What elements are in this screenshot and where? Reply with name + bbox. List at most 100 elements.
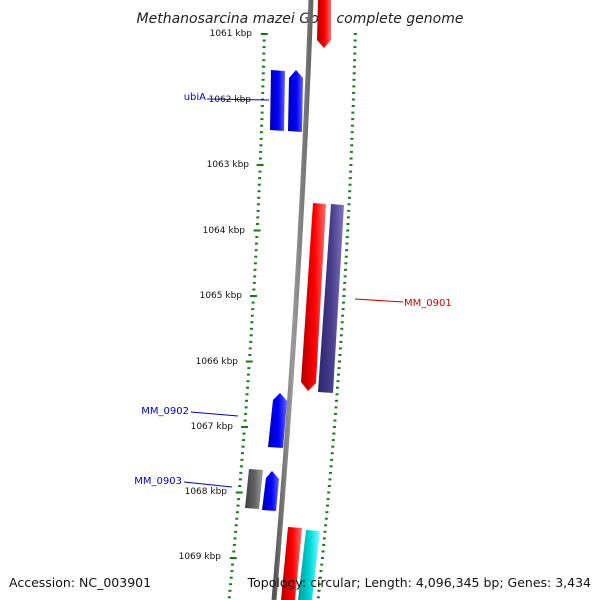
- minor-tick-mark: [349, 170, 353, 173]
- minor-tick-mark: [332, 426, 336, 428]
- minor-tick-mark: [232, 550, 236, 553]
- gene-cyan[interactable]: [298, 530, 320, 600]
- gene-rna[interactable]: [245, 469, 263, 509]
- minor-tick-mark: [259, 131, 263, 134]
- minor-tick-mark: [262, 52, 266, 55]
- gene-label-ubiA[interactable]: ubiA: [184, 92, 206, 103]
- minor-tick-mark: [257, 183, 261, 186]
- minor-tick-mark: [338, 347, 342, 350]
- tick-label: 1066 kbp: [196, 357, 239, 367]
- minor-tick-mark: [345, 249, 349, 252]
- gene-label-MM_0901[interactable]: MM_0901: [404, 298, 452, 309]
- minor-tick-mark: [259, 144, 263, 147]
- minor-tick-mark: [258, 177, 262, 180]
- inner-ring-markers: [227, 33, 268, 599]
- minor-tick-mark: [353, 39, 357, 42]
- minor-tick-mark: [246, 386, 249, 389]
- minor-tick-mark: [324, 517, 328, 520]
- gene-MM_0901[interactable]: [318, 204, 344, 393]
- minor-tick-mark: [327, 485, 331, 487]
- minor-tick-mark: [259, 150, 263, 153]
- minor-tick-mark: [255, 236, 259, 239]
- minor-tick-mark: [321, 550, 325, 553]
- minor-tick-mark: [241, 445, 245, 448]
- minor-tick-mark: [230, 570, 234, 573]
- gene-MM_0903[interactable]: [262, 471, 279, 511]
- minor-tick-mark: [253, 275, 257, 278]
- gene-MM_0902[interactable]: [268, 393, 287, 448]
- minor-tick-mark: [334, 412, 337, 415]
- minor-tick-mark: [349, 164, 353, 166]
- minor-tick-mark: [353, 52, 357, 55]
- minor-tick-mark: [331, 439, 335, 442]
- minor-tick-mark: [344, 255, 348, 258]
- minor-tick-mark: [334, 406, 338, 409]
- minor-tick-mark: [239, 471, 243, 474]
- minor-tick-mark: [242, 432, 246, 435]
- minor-tick-mark: [346, 229, 350, 232]
- gene-label-MM_0903[interactable]: MM_0903: [134, 476, 182, 487]
- minor-tick-mark: [235, 517, 239, 520]
- minor-tick-mark: [352, 78, 356, 81]
- minor-tick-mark: [317, 589, 321, 592]
- minor-tick-mark: [347, 196, 351, 199]
- minor-tick-mark: [253, 268, 257, 271]
- minor-tick-mark: [346, 216, 350, 219]
- minor-tick-mark: [329, 465, 333, 468]
- minor-tick-mark: [256, 216, 260, 219]
- tick-label: 1069 kbp: [179, 552, 222, 562]
- minor-tick-mark: [251, 308, 255, 311]
- minor-tick-mark: [262, 39, 266, 42]
- minor-tick-mark: [228, 589, 232, 592]
- minor-tick-mark: [249, 334, 253, 337]
- minor-tick-mark: [330, 458, 334, 461]
- minor-tick-mark: [249, 340, 253, 343]
- minor-tick-mark: [261, 72, 265, 75]
- tick-label: 1067 kbp: [191, 422, 234, 432]
- minor-tick-mark: [250, 321, 254, 324]
- major-tick-mark: [253, 229, 261, 232]
- minor-tick-mark: [347, 209, 351, 212]
- minor-tick-mark: [348, 183, 352, 186]
- minor-tick-mark: [258, 170, 262, 173]
- minor-tick-mark: [318, 576, 322, 579]
- minor-tick-mark: [326, 504, 329, 507]
- minor-tick-mark: [336, 386, 339, 389]
- minor-tick-mark: [322, 543, 326, 546]
- minor-tick-mark: [337, 367, 341, 370]
- minor-tick-mark: [352, 65, 356, 68]
- minor-tick-mark: [262, 59, 266, 62]
- minor-tick-mark: [261, 78, 265, 81]
- minor-tick-mark: [340, 327, 344, 330]
- minor-tick-mark: [349, 150, 353, 153]
- tick-label: 1063 kbp: [207, 160, 250, 170]
- minor-tick-mark: [260, 124, 264, 127]
- minor-tick-mark: [261, 91, 265, 94]
- gene-reverse[interactable]: [281, 527, 302, 600]
- gene-reverse[interactable]: [301, 203, 326, 391]
- minor-tick-mark: [326, 498, 330, 501]
- minor-tick-mark: [345, 242, 349, 245]
- minor-tick-mark: [232, 543, 236, 546]
- minor-tick-mark: [248, 354, 252, 356]
- minor-tick-mark: [246, 373, 250, 376]
- major-tick-mark: [229, 557, 237, 559]
- minor-tick-mark: [322, 537, 326, 540]
- minor-tick-mark: [250, 314, 254, 317]
- minor-tick-mark: [260, 105, 264, 107]
- minor-tick-mark: [346, 223, 350, 225]
- tick-label: 1061 kbp: [210, 29, 253, 39]
- minor-tick-mark: [330, 452, 334, 455]
- gene-reverse[interactable]: [317, 0, 331, 48]
- minor-tick-mark: [259, 137, 263, 140]
- gene-label-MM_0902[interactable]: MM_0902: [141, 406, 189, 417]
- gene-ubiA[interactable]: [270, 70, 285, 131]
- minor-tick-mark: [247, 367, 251, 370]
- minor-tick-mark: [261, 85, 265, 88]
- minor-tick-mark: [252, 281, 256, 284]
- accession-text: Accession: NC_003901: [9, 575, 152, 590]
- gene-forward[interactable]: [288, 70, 303, 132]
- genome-backbone: [271, 0, 314, 600]
- minor-tick-mark: [256, 209, 260, 212]
- minor-tick-mark: [352, 91, 356, 94]
